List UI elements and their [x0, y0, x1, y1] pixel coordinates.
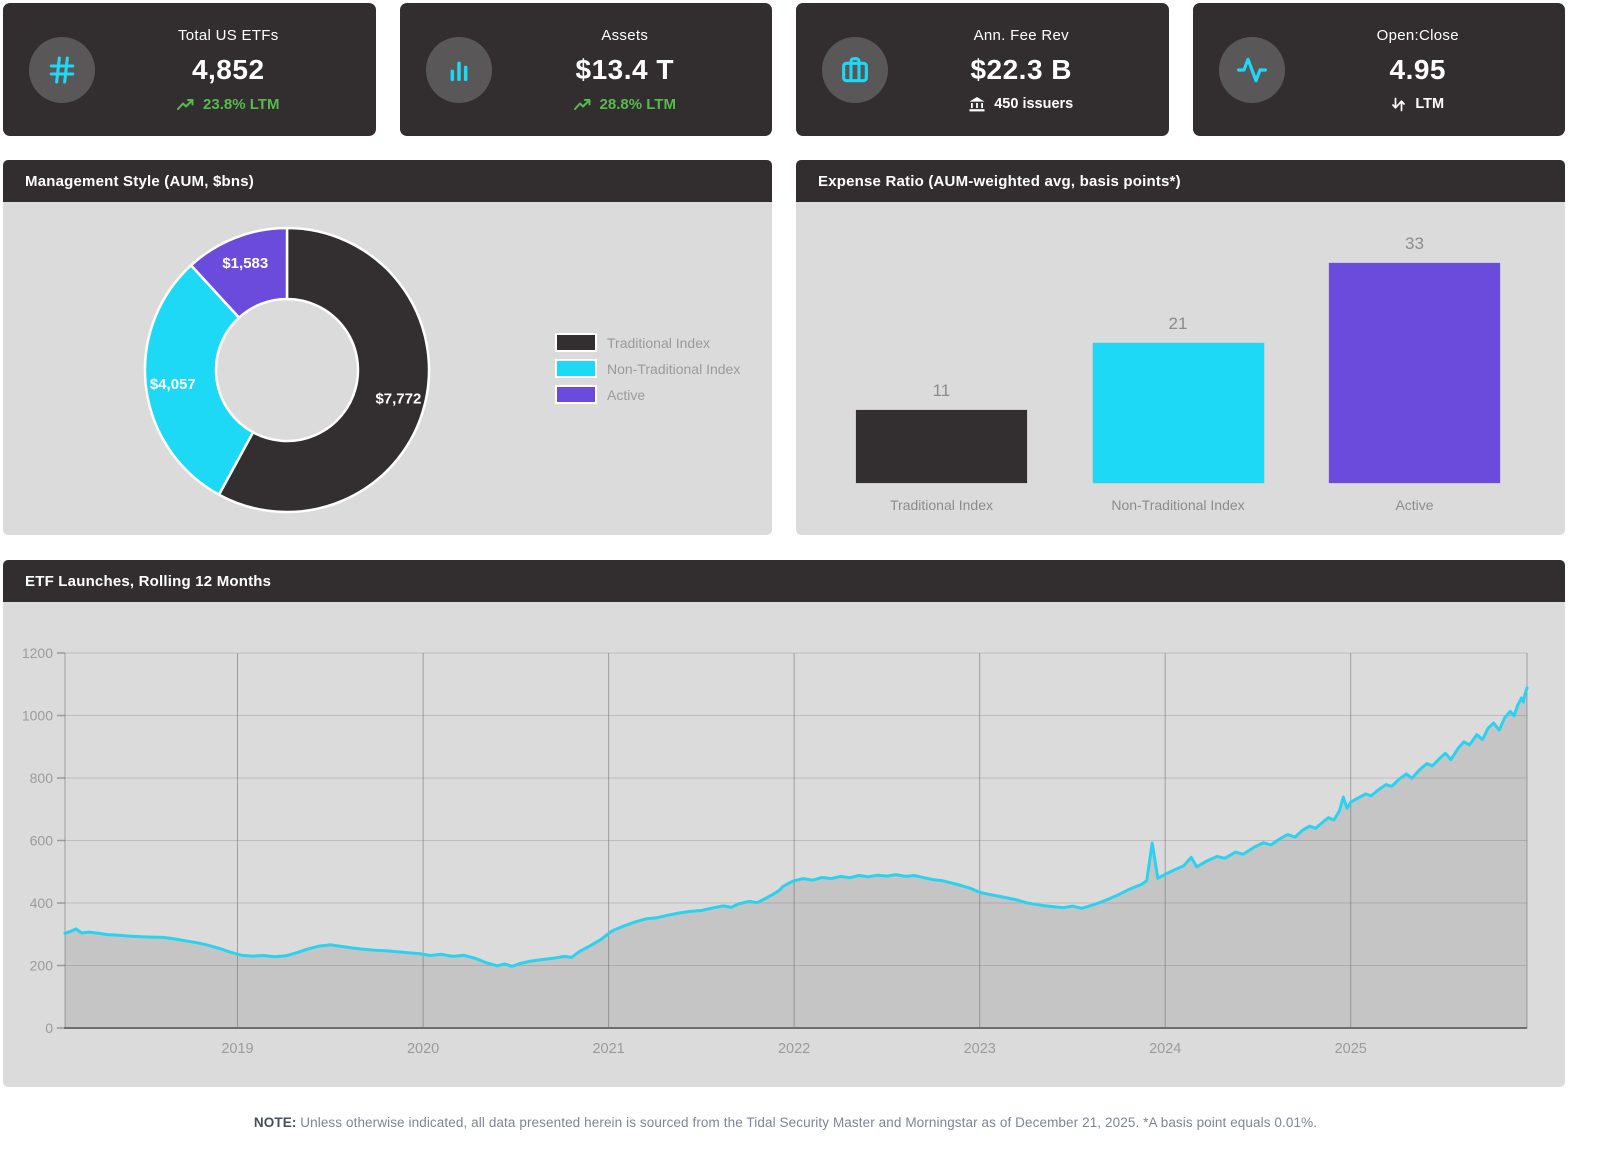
- panel-title: ETF Launches, Rolling 12 Months: [3, 560, 1565, 602]
- trending-up-icon: [177, 98, 194, 110]
- bar-chart-icon: [425, 36, 492, 103]
- panel-expense-ratio: Expense Ratio (AUM-weighted avg, basis p…: [796, 160, 1565, 535]
- panel-title: Expense Ratio (AUM-weighted avg, basis p…: [796, 160, 1565, 202]
- kpi-title: Open:Close: [1376, 27, 1459, 44]
- bar-chart: 11 21 33 Traditional Index Non-Traditional …: [796, 202, 1565, 535]
- footnote-text: Unless otherwise indicated, all data pre…: [296, 1115, 1318, 1130]
- legend-item: Non-Traditional Index: [555, 359, 740, 378]
- donut-slice: [189, 226, 289, 319]
- legend-swatch: [555, 333, 597, 352]
- area-fill: [65, 688, 1527, 1028]
- legend-label: Non-Traditional Index: [607, 360, 741, 377]
- bar-value-label: 21: [1168, 314, 1188, 333]
- briefcase-icon: [822, 36, 888, 103]
- donut-slice: [143, 264, 255, 496]
- bar-column: 33: [1329, 234, 1500, 483]
- legend-swatch: [555, 385, 597, 404]
- up-down-arrows-icon: [1392, 97, 1406, 111]
- y-axis-tick-label: 1000: [22, 708, 53, 724]
- x-axis-tick-label: 2024: [1149, 1041, 1181, 1057]
- y-axis-tick-label: 600: [30, 833, 54, 849]
- bar-value-label: 11: [932, 381, 951, 400]
- kpi-title: Assets: [601, 26, 649, 44]
- x-axis-tick-label: 2020: [407, 1041, 439, 1057]
- bar: [856, 410, 1027, 483]
- x-axis-tick-label: 2022: [778, 1041, 810, 1057]
- bar-category-label: Traditional Index: [890, 497, 993, 513]
- bar-category-label: Active: [1395, 497, 1434, 513]
- hash-icon: [29, 36, 95, 103]
- x-axis-tick-label: 2023: [964, 1041, 996, 1057]
- bar-column: 21: [1092, 314, 1264, 483]
- bank-icon: [969, 96, 985, 111]
- y-axis-tick-label: 800: [30, 770, 54, 786]
- x-axis-tick-label: 2025: [1335, 1041, 1367, 1057]
- bar-category-label: Non-Traditional Index: [1111, 497, 1245, 513]
- kpi-card-fee-rev: Ann. Fee Rev $22.3 B 450 issuers: [796, 3, 1169, 136]
- bar: [1092, 343, 1264, 483]
- kpi-value: 4.95: [1389, 54, 1446, 85]
- kpi-title: Total US ETFs: [177, 26, 279, 44]
- kpi-subtext: LTM: [1391, 96, 1444, 112]
- legend-label: Traditional Index: [607, 334, 710, 351]
- kpi-sub-label: 23.8% LTM: [203, 95, 280, 113]
- donut-slice: [217, 226, 431, 514]
- slice-value-label: $7,772: [375, 390, 421, 407]
- y-axis-tick-label: 200: [30, 958, 54, 974]
- x-axis-tick-label: 2021: [592, 1041, 624, 1057]
- kpi-value: $13.4 T: [575, 53, 674, 85]
- kpi-card-total-etfs: Total US ETFs 4,852 23.8% LTM: [3, 3, 376, 136]
- series-line: [63, 686, 1529, 968]
- bar-column: 11: [856, 381, 1027, 483]
- dashboard: Total US ETFs 4,852 23.8% LTM Assets $13…: [3, 3, 1565, 1130]
- footnote: NOTE: Unless otherwise indicated, all da…: [3, 1115, 1568, 1130]
- panel-title: Management Style (AUM, $bns): [3, 160, 772, 202]
- legend-label: Active: [607, 386, 646, 403]
- kpi-row: Total US ETFs 4,852 23.8% LTM Assets $13…: [3, 3, 1565, 136]
- slice-value-label: $1,583: [222, 255, 268, 272]
- kpi-sub-label: LTM: [1415, 96, 1445, 112]
- y-axis-tick-label: 0: [45, 1020, 53, 1036]
- kpi-title: Ann. Fee Rev: [973, 27, 1069, 44]
- kpi-subtext: 23.8% LTM: [177, 96, 279, 113]
- legend-item: Traditional Index: [555, 333, 740, 352]
- kpi-value: 4,852: [191, 53, 265, 85]
- area-line-chart: 0 200 400 600 800 1000 1200 2019 2020 2021 2022 202…: [22, 645, 1529, 1057]
- legend-swatch: [555, 359, 597, 378]
- footnote-label: NOTE:: [253, 1115, 297, 1130]
- y-axis-tick-label: 1200: [22, 645, 53, 661]
- donut-chart: $7,772 $4,057 $1,583: [143, 226, 431, 514]
- chart-legend: Traditional Index Non-Traditional Index Ac…: [555, 333, 740, 404]
- x-axis-tick-label: 2019: [221, 1041, 253, 1057]
- bar-value-label: 33: [1405, 234, 1424, 253]
- kpi-value: $22.3 B: [970, 54, 1073, 85]
- bar: [1329, 263, 1500, 483]
- kpi-sub-label: 450 issuers: [994, 96, 1074, 112]
- legend-item: Active: [555, 385, 740, 404]
- panel-etf-launches: ETF Launches, Rolling 12 Months 0 200 400 6…: [3, 560, 1565, 1087]
- activity-icon: [1218, 36, 1285, 103]
- kpi-subtext: 28.8% LTM: [573, 95, 676, 113]
- panel-management-style: Management Style (AUM, $bns) $7,772 $4,05…: [3, 160, 772, 535]
- slice-value-label: $4,057: [150, 376, 196, 393]
- kpi-subtext: 450 issuers: [969, 96, 1073, 112]
- kpi-card-assets: Assets $13.4 T 28.8% LTM: [399, 3, 772, 136]
- y-axis-tick-label: 400: [30, 895, 54, 911]
- kpi-card-open-close: Open:Close 4.95 LTM: [1192, 3, 1565, 136]
- trending-up-icon: [573, 98, 591, 110]
- kpi-sub-label: 28.8% LTM: [599, 95, 676, 113]
